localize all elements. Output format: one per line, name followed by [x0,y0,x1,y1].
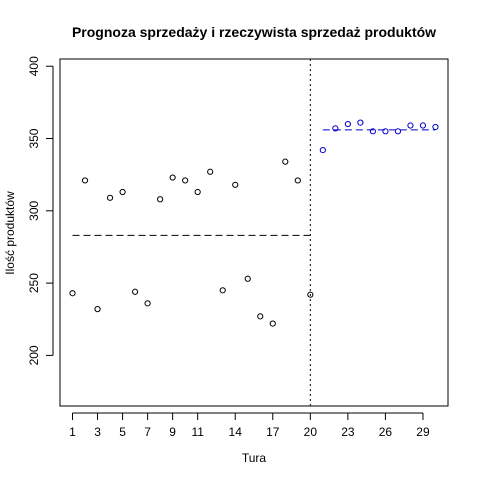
y-tick-label: 200 [27,345,41,365]
forecast-point [369,128,377,135]
y-tick-label: 350 [27,128,41,148]
x-tick-label: 7 [144,425,151,439]
y-tick-label: 250 [27,273,41,293]
x-tick-label: 20 [304,425,318,439]
reference-lines [72,59,436,406]
plot-frame [59,58,449,407]
actual-sales-point [244,275,251,282]
forecast-point [357,119,364,126]
actual-sales-point [131,288,139,295]
actual-sales-point [232,181,239,188]
x-axis-label: Tura [242,451,267,465]
forecast-point [332,125,339,132]
x-tick-label: 5 [119,425,126,439]
actual-sales-point [94,306,101,313]
x-tick-label: 11 [191,425,204,439]
actual-sales-point [282,158,289,165]
actual-sales-point [257,313,264,320]
x-tick-label: 23 [341,425,355,439]
forecast-point [394,128,402,135]
x-tick-label: 17 [266,425,280,439]
actual-sales-point [157,196,164,203]
actual-sales-point [69,290,76,297]
forecast-point [319,146,326,154]
chart-title: Prognoza sprzedaży i rzeczywista sprzeda… [72,24,436,40]
axes: 1 3 5 7 9 11 14 17 20 23 26 29 200 250 300 350 400 [27,56,430,439]
actual-sales-point [294,177,301,184]
forecast-point [419,122,427,129]
actual-sales-point [81,177,89,184]
actual-sales-point [144,300,151,307]
x-tick-label: 26 [379,425,393,439]
actual-sales-point [207,168,214,175]
actual-sales-point [106,194,114,201]
actual-sales-point [169,174,176,181]
x-tick-label: 9 [169,425,176,439]
actual-sales-point [307,291,314,298]
y-axis-label: Ilość produktów [3,191,17,275]
actual-sales-point [269,320,276,327]
actual-sales-point [219,287,226,294]
y-tick-label: 300 [27,200,41,220]
actual-sales-point [119,188,126,196]
x-tick-label: 3 [94,425,101,439]
actual-sales-point [182,177,189,184]
actual-sales-point [194,188,201,196]
x-tick-label: 29 [416,425,430,439]
forecast-point [382,128,389,135]
x-tick-label: 14 [229,425,243,439]
data-points [69,119,439,327]
y-tick-label: 400 [27,56,41,76]
forecast-point [432,123,439,131]
forecast-point [344,120,351,128]
forecast-point [407,122,414,129]
x-tick-label: 1 [69,425,76,439]
